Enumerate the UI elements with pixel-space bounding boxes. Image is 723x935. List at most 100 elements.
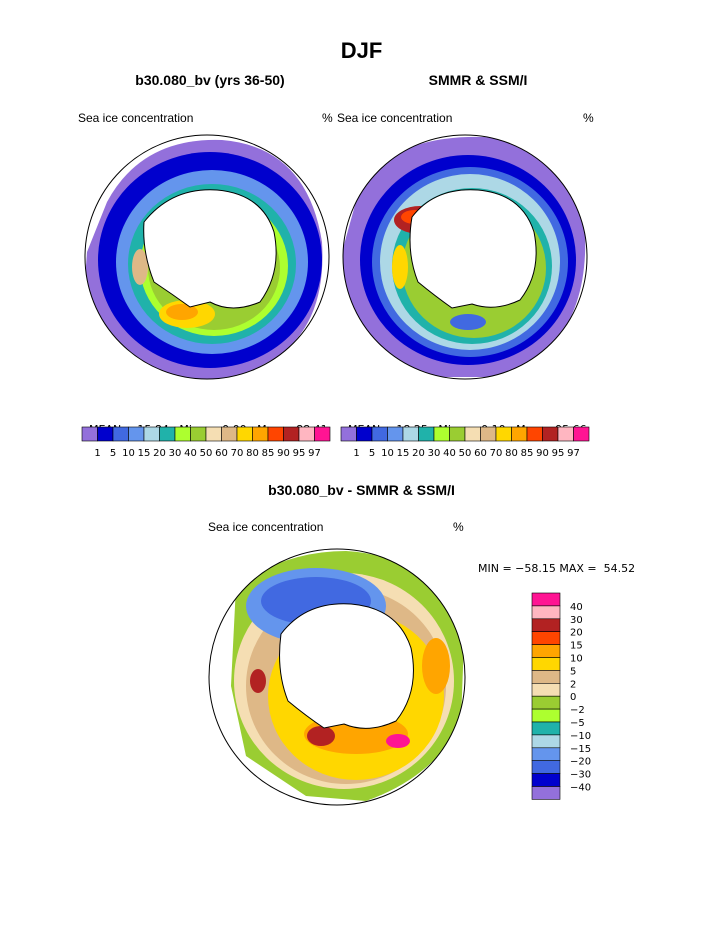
panel-2-colorbar-tick-label: 30	[428, 448, 441, 459]
panel-2-colorbar-swatch	[449, 426, 466, 442]
panel-1-colorbar-tick-label: 15	[138, 448, 151, 459]
panel-1-polar-map	[84, 134, 330, 380]
panel-2-colorbar-tick-label: 85	[521, 448, 534, 459]
panel-2-colorbar-swatch	[340, 426, 357, 442]
difference-colorbar-tick-label: −10	[570, 731, 591, 742]
panel-1-colorbar-swatch	[190, 426, 207, 442]
panel-1-colorbar-swatch	[128, 426, 145, 442]
difference-colorbar-tick-label: −40	[570, 783, 591, 794]
difference-colorbar-swatch	[531, 773, 561, 787]
difference-colorbar-swatch	[531, 657, 561, 671]
difference-colorbar-swatch	[531, 644, 561, 658]
panel-1-colorbar-swatch	[97, 426, 114, 442]
panel-2-colorbar-swatch	[573, 426, 590, 442]
panel-2-colorbar-swatch	[402, 426, 419, 442]
panel-1-colorbar-tick-label: 40	[184, 448, 197, 459]
difference-polar-map	[208, 548, 466, 806]
difference-colorbar-swatch	[531, 631, 561, 645]
panel-1-colorbar-tick-label: 30	[169, 448, 182, 459]
panel-2-colorbar-swatch	[495, 426, 512, 442]
panel-1-colorbar-tick-label: 10	[122, 448, 135, 459]
panel-1-colorbar-tick-label: 5	[110, 448, 116, 459]
difference-colorbar-tick-label: 40	[570, 602, 583, 613]
panel-1-colorbar: 1 5 10 15 20 30 40 50 60 70 80 85 90 95 97	[81, 426, 331, 459]
panel-1-colorbar-tick-label: 95	[293, 448, 306, 459]
panel-1-colorbar-swatch	[236, 426, 253, 442]
difference-colorbar-tick-label: 30	[570, 615, 583, 626]
difference-colorbar-swatch	[531, 605, 561, 620]
panel-1-colorbar-swatch	[267, 426, 284, 442]
difference-colorbar-swatch	[531, 721, 561, 736]
panel-1-colorbar-tick-label: 20	[153, 448, 166, 459]
panel-1-colorbar-swatch	[174, 426, 191, 442]
panel-2-colorbar-swatch	[526, 426, 543, 442]
panel-1-colorbar-swatch	[221, 426, 238, 442]
panel-1-units-label: %	[322, 111, 333, 125]
panel-1-colorbar-tick-label: 90	[277, 448, 290, 459]
panel-2-colorbar-swatch	[480, 426, 497, 442]
panel-2-colorbar-tick-label: 15	[397, 448, 410, 459]
difference-colorbar-swatch	[531, 618, 561, 632]
difference-colorbar-tick-label: −20	[570, 757, 591, 768]
panel-2-colorbar-swatch	[542, 426, 559, 442]
difference-colorbar-tick-label: −5	[570, 718, 585, 729]
panel-1-subtitle: b30.080_bv (yrs 36-50)	[135, 72, 285, 88]
difference-colorbar-tick-label: −15	[570, 744, 591, 755]
panel-2-colorbar-swatch	[464, 426, 481, 442]
panel-1-colorbar-swatch	[252, 426, 269, 442]
difference-units-label: %	[453, 520, 464, 534]
panel-2-colorbar-tick-label: 70	[490, 448, 503, 459]
difference-variable-label: Sea ice concentration	[208, 520, 324, 534]
difference-colorbar-swatch	[531, 695, 561, 710]
panel-2-colorbar-tick-label: 90	[536, 448, 549, 459]
difference-colorbar-tick-label: −2	[570, 705, 585, 716]
panel-2-colorbar-tick-label: 50	[459, 448, 472, 459]
panel-1-colorbar-swatch	[314, 426, 331, 442]
panel-2-colorbar-swatch	[418, 426, 435, 442]
panel-1-colorbar-swatch	[81, 426, 98, 442]
panel-1-colorbar-swatch	[298, 426, 315, 442]
panel-1-colorbar-tick-label: 60	[215, 448, 228, 459]
difference-colorbar-tick-label: 10	[570, 654, 583, 665]
panel-2-colorbar-tick-label: 20	[412, 448, 425, 459]
panel-1-colorbar-tick-label: 85	[262, 448, 275, 459]
difference-colorbar-swatch	[531, 734, 561, 749]
panel-1-colorbar-swatch	[205, 426, 222, 442]
difference-colorbar-swatch	[531, 760, 561, 774]
difference-colorbar-tick-label: 15	[570, 641, 583, 652]
panel-1-colorbar-tick-label: 80	[246, 448, 259, 459]
panel-2-variable-label: Sea ice concentration	[337, 111, 453, 125]
panel-2-colorbar-tick-label: 95	[552, 448, 565, 459]
panel-2-colorbar-tick-label: 10	[381, 448, 394, 459]
panel-1-colorbar-swatch	[112, 426, 129, 442]
panel-2-colorbar-tick-label: 60	[474, 448, 487, 459]
difference-colorbar-tick-label: 5	[570, 666, 576, 677]
panel-1-colorbar-tick-label: 97	[308, 448, 321, 459]
panel-2-colorbar-tick-label: 5	[369, 448, 375, 459]
panel-1-colorbar-tick-label: 1	[94, 448, 100, 459]
panel-2-colorbar-tick-label: 97	[567, 448, 580, 459]
difference-colorbar-swatch	[531, 592, 561, 607]
panel-2-colorbar-swatch	[557, 426, 574, 442]
panel-2-colorbar-swatch	[356, 426, 373, 442]
panel-1-colorbar-swatch	[143, 426, 160, 442]
panel-1-colorbar-swatch	[159, 426, 176, 442]
difference-colorbar-swatch	[531, 683, 561, 697]
panel-1-colorbar-tick-label: 70	[231, 448, 244, 459]
panel-2-subtitle: SMMR & SSM/I	[428, 72, 528, 88]
panel-2-colorbar-swatch	[511, 426, 528, 442]
panel-2-colorbar-tick-label: 80	[505, 448, 518, 459]
panel-2-colorbar-tick-label: 40	[443, 448, 456, 459]
page-title: DJF	[340, 38, 383, 63]
panel-1-colorbar-swatch	[283, 426, 300, 442]
difference-colorbar-tick-label: 2	[570, 679, 576, 690]
difference-colorbar-swatch	[531, 670, 561, 684]
difference-minmax: MIN = −58.15 MAX = 54.52	[478, 562, 636, 575]
difference-colorbar-swatch	[531, 786, 561, 800]
panel-2-units-label: %	[583, 111, 594, 125]
difference-subtitle: b30.080_bv - SMMR & SSM/I	[268, 482, 455, 498]
difference-colorbar-tick-label: 20	[570, 628, 583, 639]
difference-colorbar-swatch	[531, 708, 561, 723]
difference-colorbar-swatch	[531, 747, 561, 762]
